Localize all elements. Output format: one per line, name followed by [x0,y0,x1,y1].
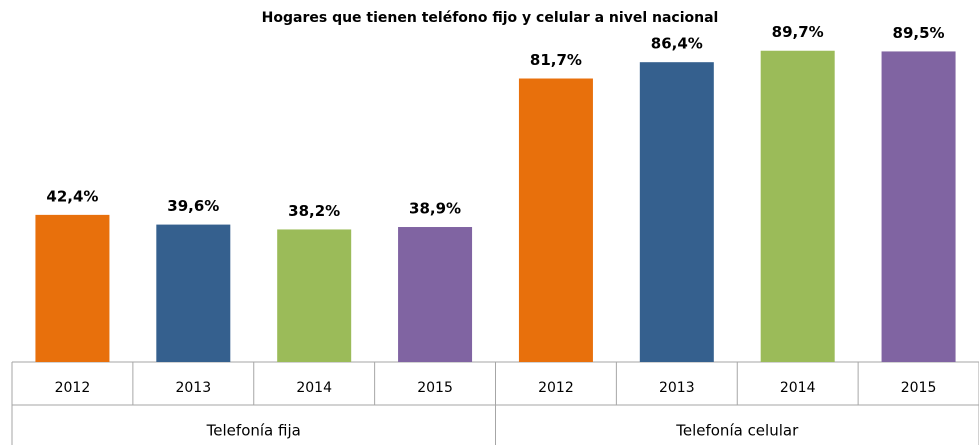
bar [518,78,593,362]
x-tick-label: 2013 [175,380,211,396]
data-label: 38,2% [288,202,340,220]
data-label: 42,4% [46,187,98,205]
data-label: 81,7% [530,51,582,69]
data-label: 38,9% [409,200,461,218]
bar [35,214,110,362]
group-label: Telefonía celular [675,422,799,440]
bar [760,50,835,363]
data-label: 89,7% [772,23,824,41]
group-label: Telefonía fija [206,422,301,440]
x-tick-label: 2012 [538,380,574,396]
x-tick-label: 2015 [417,380,453,396]
bar [277,229,352,362]
bar [639,62,714,362]
x-tick-label: 2013 [659,380,695,396]
x-tick-label: 2015 [901,380,937,396]
chart-title: Hogares que tienen teléfono fijo y celul… [262,10,719,26]
x-tick-label: 2012 [55,380,91,396]
data-label: 39,6% [167,197,219,215]
data-label: 86,4% [651,35,703,53]
x-tick-label: 2014 [780,380,816,396]
bar [156,224,231,362]
data-label: 89,5% [893,24,945,42]
x-tick-label: 2014 [296,380,332,396]
bar [881,51,956,363]
bar [398,227,473,362]
